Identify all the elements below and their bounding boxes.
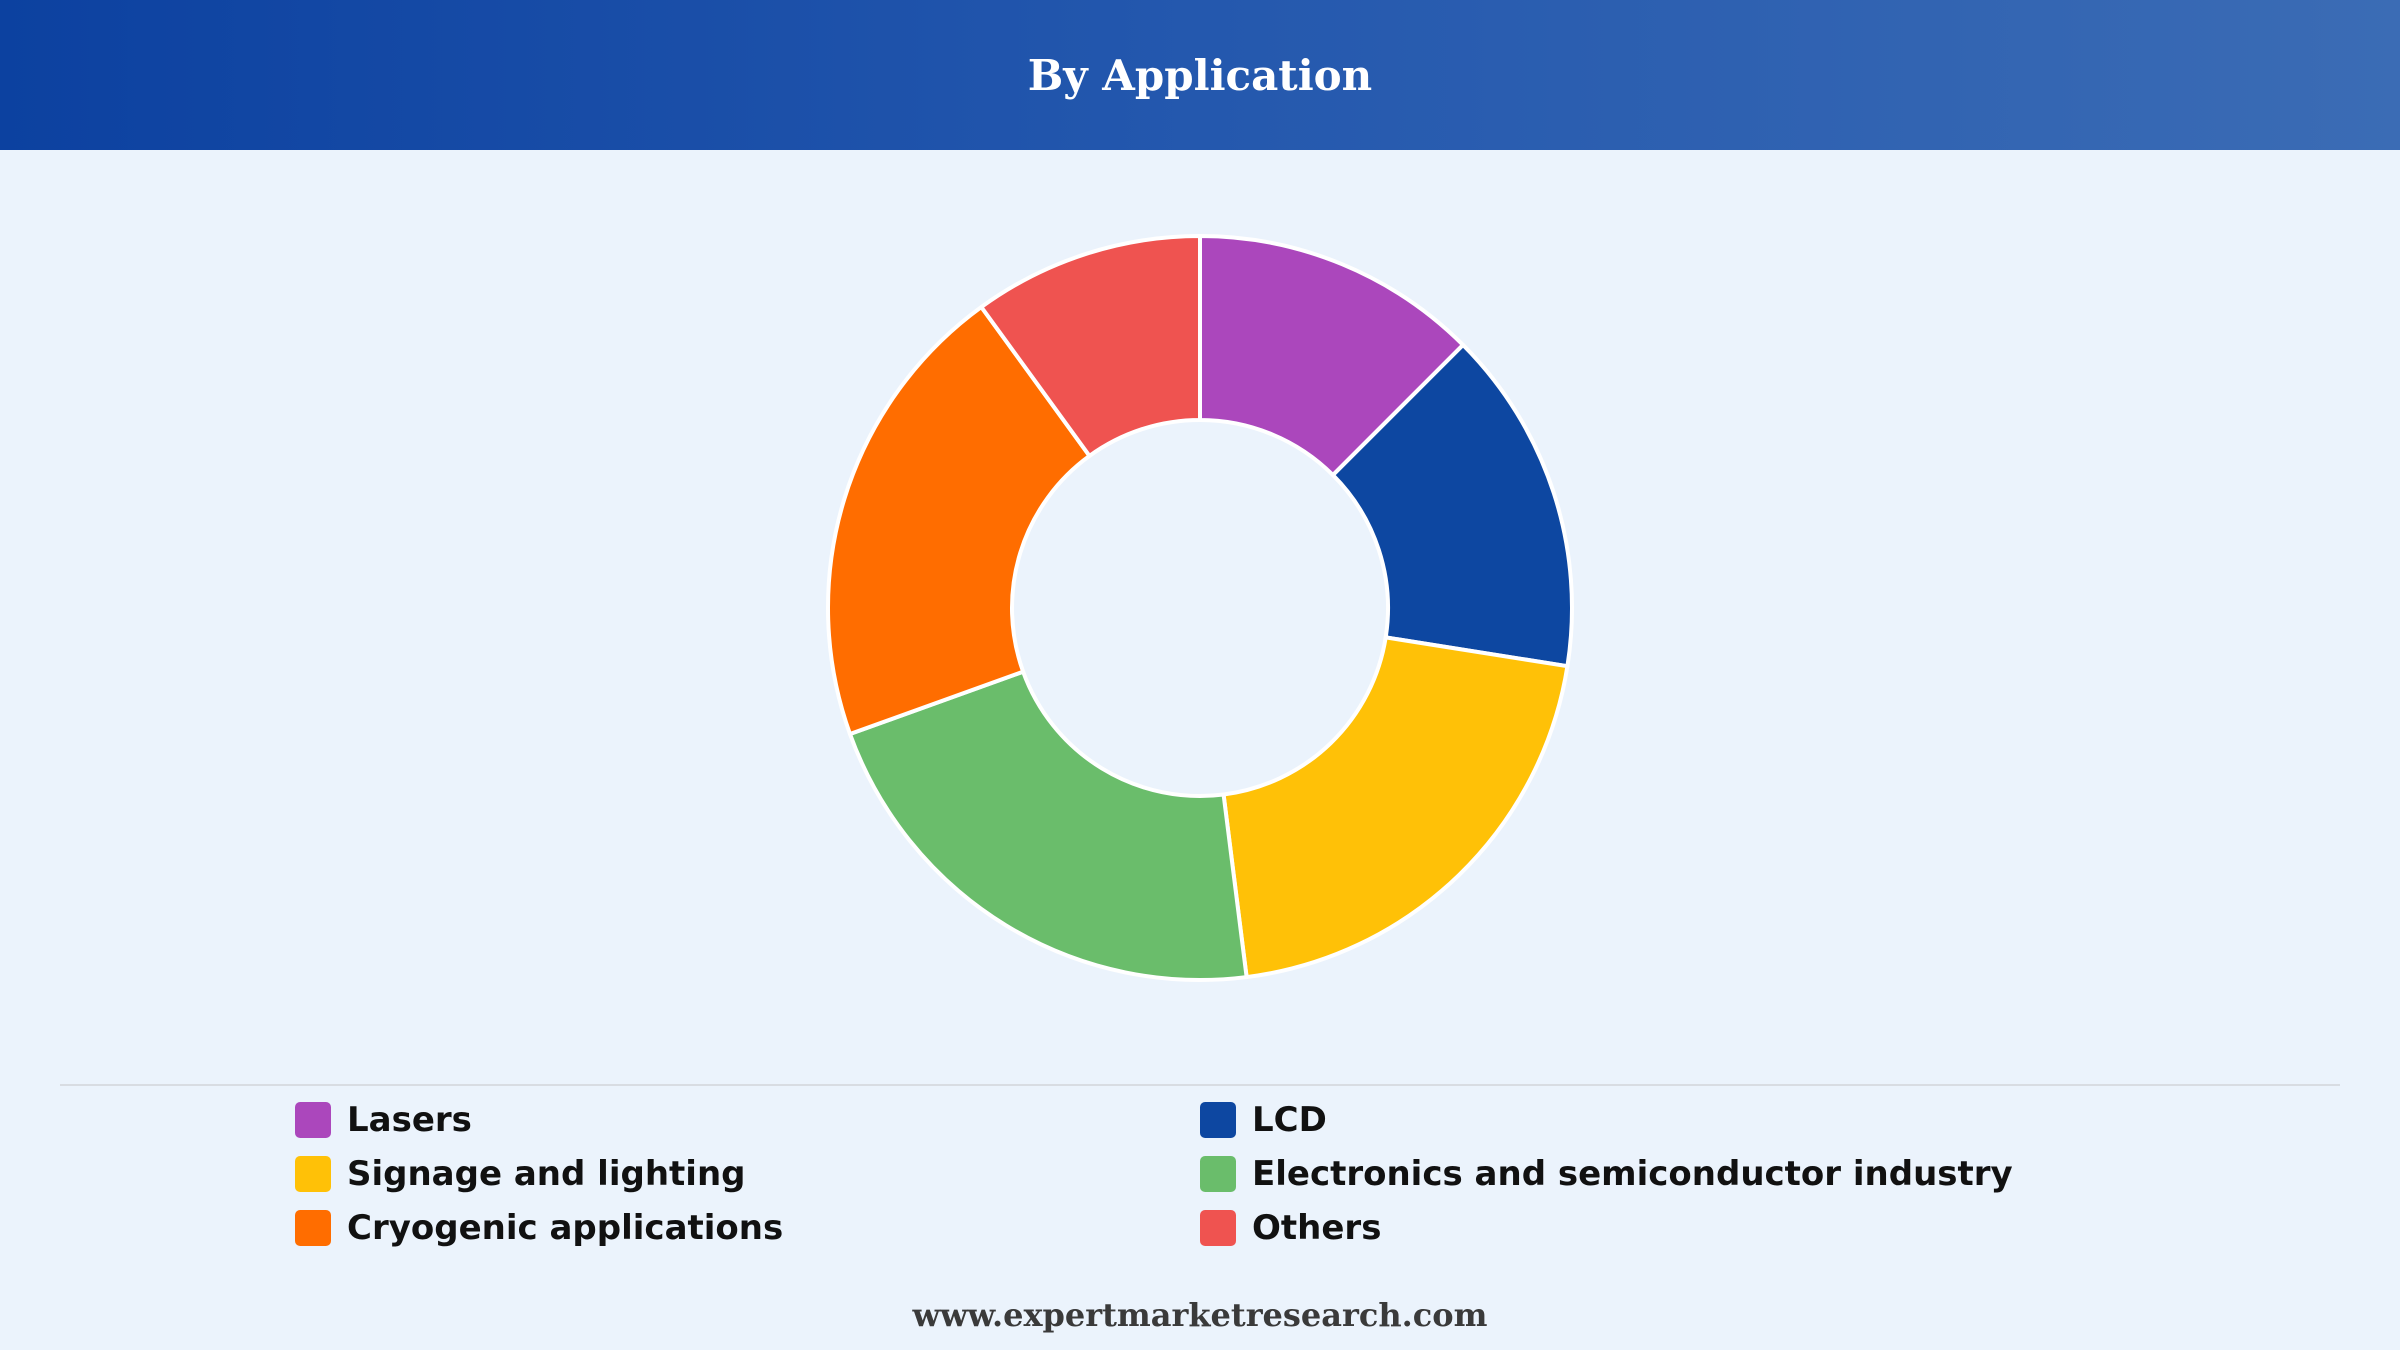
source-url: www.expertmarketresearch.com bbox=[912, 1296, 1488, 1334]
legend-swatch-others bbox=[1200, 1210, 1236, 1246]
donut-slice-signage bbox=[1221, 635, 1570, 980]
legend-divider bbox=[60, 1084, 2340, 1086]
legend-swatch-cryogenic bbox=[295, 1210, 331, 1246]
donut-slice-lcd bbox=[1330, 342, 1574, 669]
legend-swatch-electronics bbox=[1200, 1156, 1236, 1192]
legend-item-others: Others bbox=[1200, 1208, 1381, 1248]
donut-slice-others bbox=[979, 234, 1202, 458]
legend-item-cryogenic: Cryogenic applications bbox=[295, 1208, 783, 1248]
legend-item-electronics: Electronics and semiconductor industry bbox=[1200, 1154, 2013, 1194]
legend-swatch-lcd bbox=[1200, 1102, 1236, 1138]
donut-slice-electronics bbox=[847, 669, 1249, 982]
legend-swatch-lasers bbox=[295, 1102, 331, 1138]
legend-label-lasers: Lasers bbox=[347, 1100, 472, 1140]
legend-label-cryogenic: Cryogenic applications bbox=[347, 1208, 784, 1248]
donut-slice-lasers bbox=[1198, 234, 1466, 478]
donut-chart bbox=[826, 234, 1574, 982]
legend-item-lcd: LCD bbox=[1200, 1100, 1327, 1140]
legend-label-signage: Signage and lighting bbox=[347, 1154, 746, 1194]
donut-slice-cryogenic bbox=[826, 305, 1092, 737]
legend-label-lcd: LCD bbox=[1252, 1100, 1327, 1140]
legend-label-electronics: Electronics and semiconductor industry bbox=[1252, 1154, 2013, 1194]
header-bar: By Application bbox=[0, 0, 2400, 150]
legend-label-others: Others bbox=[1252, 1208, 1382, 1248]
chart-title: By Application bbox=[1027, 50, 1373, 100]
legend-item-lasers: Lasers bbox=[295, 1100, 472, 1140]
legend-item-signage: Signage and lighting bbox=[295, 1154, 746, 1194]
legend-swatch-signage bbox=[295, 1156, 331, 1192]
